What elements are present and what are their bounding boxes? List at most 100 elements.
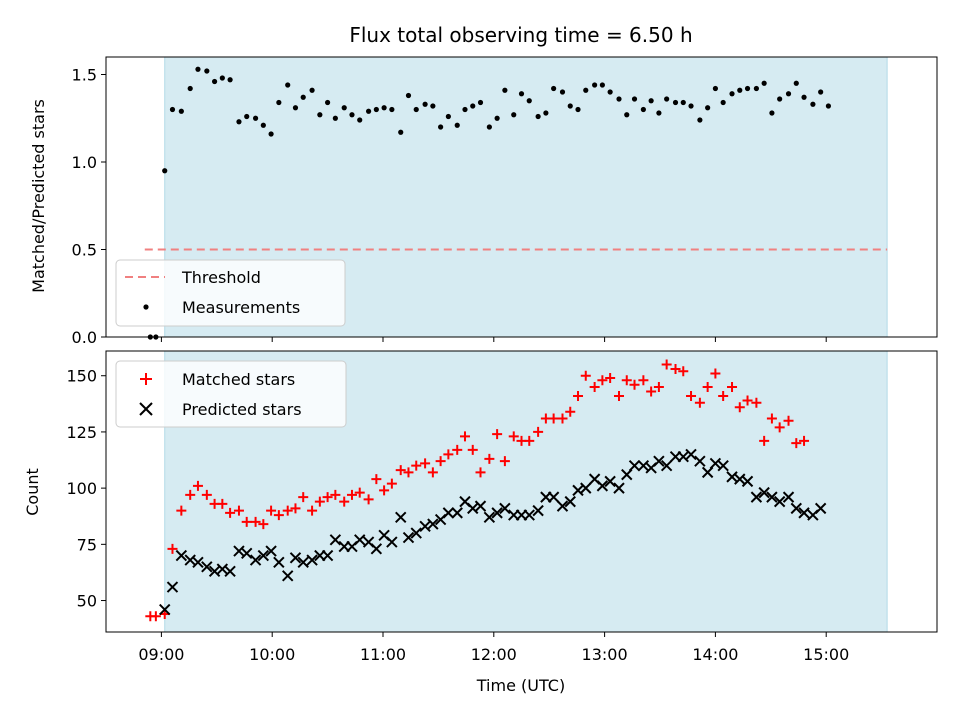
matched-star-marker: [467, 444, 478, 455]
y-tick-label: 125: [66, 423, 97, 442]
predicted-star-marker: [613, 482, 625, 494]
matched-star-marker: [799, 435, 810, 446]
matched-star-marker: [718, 390, 729, 401]
ratio-axes-frame: [105, 56, 938, 338]
measurement-point: [761, 80, 767, 86]
measurement-point: [818, 89, 824, 95]
matched-star-marker: [241, 516, 252, 527]
measurement-point: [445, 113, 451, 120]
y-tick-label: 0.5: [72, 241, 97, 260]
predicted-star-marker: [726, 471, 738, 483]
predicted-star-marker: [175, 549, 188, 562]
measurement-point: [477, 99, 484, 106]
predicted-star-marker: [419, 520, 431, 533]
matched-star-marker: [452, 444, 463, 455]
matched-star-marker: [646, 386, 657, 397]
matched-star-marker: [734, 402, 745, 413]
measurement-point: [438, 124, 444, 130]
measurement-point: [389, 106, 395, 113]
predicted-star-marker: [596, 480, 609, 492]
matched-star-marker: [727, 381, 738, 392]
measurement-point: [430, 103, 436, 109]
matched-star-marker: [443, 449, 454, 460]
legend-predicted-swatch: [139, 402, 153, 416]
predicted-star-marker: [621, 468, 633, 481]
measurement-point: [664, 96, 670, 102]
matched-star-marker: [225, 507, 236, 518]
measurement-point: [511, 112, 517, 118]
matched-star-marker: [233, 505, 244, 516]
legend-matched-swatch: [140, 373, 152, 385]
measurement-point: [551, 85, 557, 92]
measurement-point: [413, 106, 419, 113]
matched-star-marker: [395, 465, 406, 476]
matched-star-marker: [629, 379, 640, 390]
matched-star-marker: [322, 492, 333, 503]
measurement-point: [398, 129, 404, 135]
matched-star-marker: [548, 413, 559, 424]
predicted-star-marker: [499, 502, 511, 515]
matched-star-marker: [258, 519, 269, 530]
matched-star-marker: [346, 489, 357, 500]
predicted-star-marker: [734, 473, 746, 485]
predicted-star-marker: [395, 511, 407, 524]
predicted-star-marker: [159, 603, 171, 616]
y-tick-label: 150: [66, 367, 97, 386]
measurement-point: [244, 113, 250, 120]
counts-legend: Matched stars Predicted stars: [115, 360, 347, 428]
matched-star-marker: [386, 478, 397, 489]
predicted-star-marker: [491, 507, 503, 519]
measurement-point: [169, 106, 176, 113]
predicted-star-marker: [766, 491, 778, 503]
measurement-point: [502, 87, 508, 93]
matched-star-marker: [273, 510, 284, 521]
measurement-point: [769, 110, 775, 116]
measurement-point: [373, 106, 379, 113]
predicted-star-marker: [660, 459, 673, 472]
x-tick-label: 15:00: [803, 645, 849, 664]
predicted-star-marker: [653, 455, 665, 467]
matched-star-marker: [201, 489, 212, 500]
x-tick-label: 12:00: [471, 645, 517, 664]
measurement-point: [470, 103, 476, 109]
matched-star-marker: [411, 460, 422, 471]
measurement-point: [656, 110, 662, 116]
predicted-star-marker: [798, 507, 810, 519]
matched-star-marker: [524, 435, 535, 446]
predicted-star-marker: [216, 563, 229, 575]
matched-star-marker: [330, 489, 341, 500]
y-tick-label: 50: [77, 592, 97, 611]
predicted-star-marker: [442, 507, 455, 519]
measurement-point: [640, 106, 646, 113]
measurement-point: [575, 106, 581, 113]
matched-star-marker: [573, 390, 584, 401]
predicted-star-marker: [402, 531, 415, 544]
chart-title: Flux total observing time = 6.50 h: [349, 23, 692, 47]
ratio-y-axis-label: Matched/Predicted stars: [29, 99, 48, 293]
measurement-point: [801, 94, 807, 100]
predicted-star-marker: [523, 509, 535, 521]
matched-star-marker: [686, 390, 697, 401]
predicted-star-marker: [184, 554, 196, 566]
matched-star-marker: [363, 494, 374, 505]
predicted-star-marker: [637, 459, 650, 472]
predicted-star-marker: [474, 500, 487, 512]
legend-threshold-label: Threshold: [181, 268, 261, 287]
measurement-point: [195, 66, 201, 72]
y-tick-label: 1.0: [72, 153, 97, 172]
predicted-star-marker: [297, 556, 309, 569]
measurement-point: [268, 131, 274, 137]
predicted-star-marker: [208, 565, 221, 578]
predicted-star-marker: [166, 581, 179, 593]
predicted-star-marker: [257, 549, 270, 562]
matched-star-marker: [589, 381, 600, 392]
measurement-point: [583, 87, 589, 93]
x-tick-label: 09:00: [138, 645, 184, 664]
predicted-star-marker: [224, 565, 236, 578]
measurement-point: [227, 77, 233, 83]
measurement-point: [365, 108, 372, 114]
y-tick-label: 0.0: [72, 328, 97, 347]
measurement-point: [777, 96, 783, 102]
measurement-point: [631, 96, 638, 102]
predicted-star-marker: [604, 475, 616, 488]
